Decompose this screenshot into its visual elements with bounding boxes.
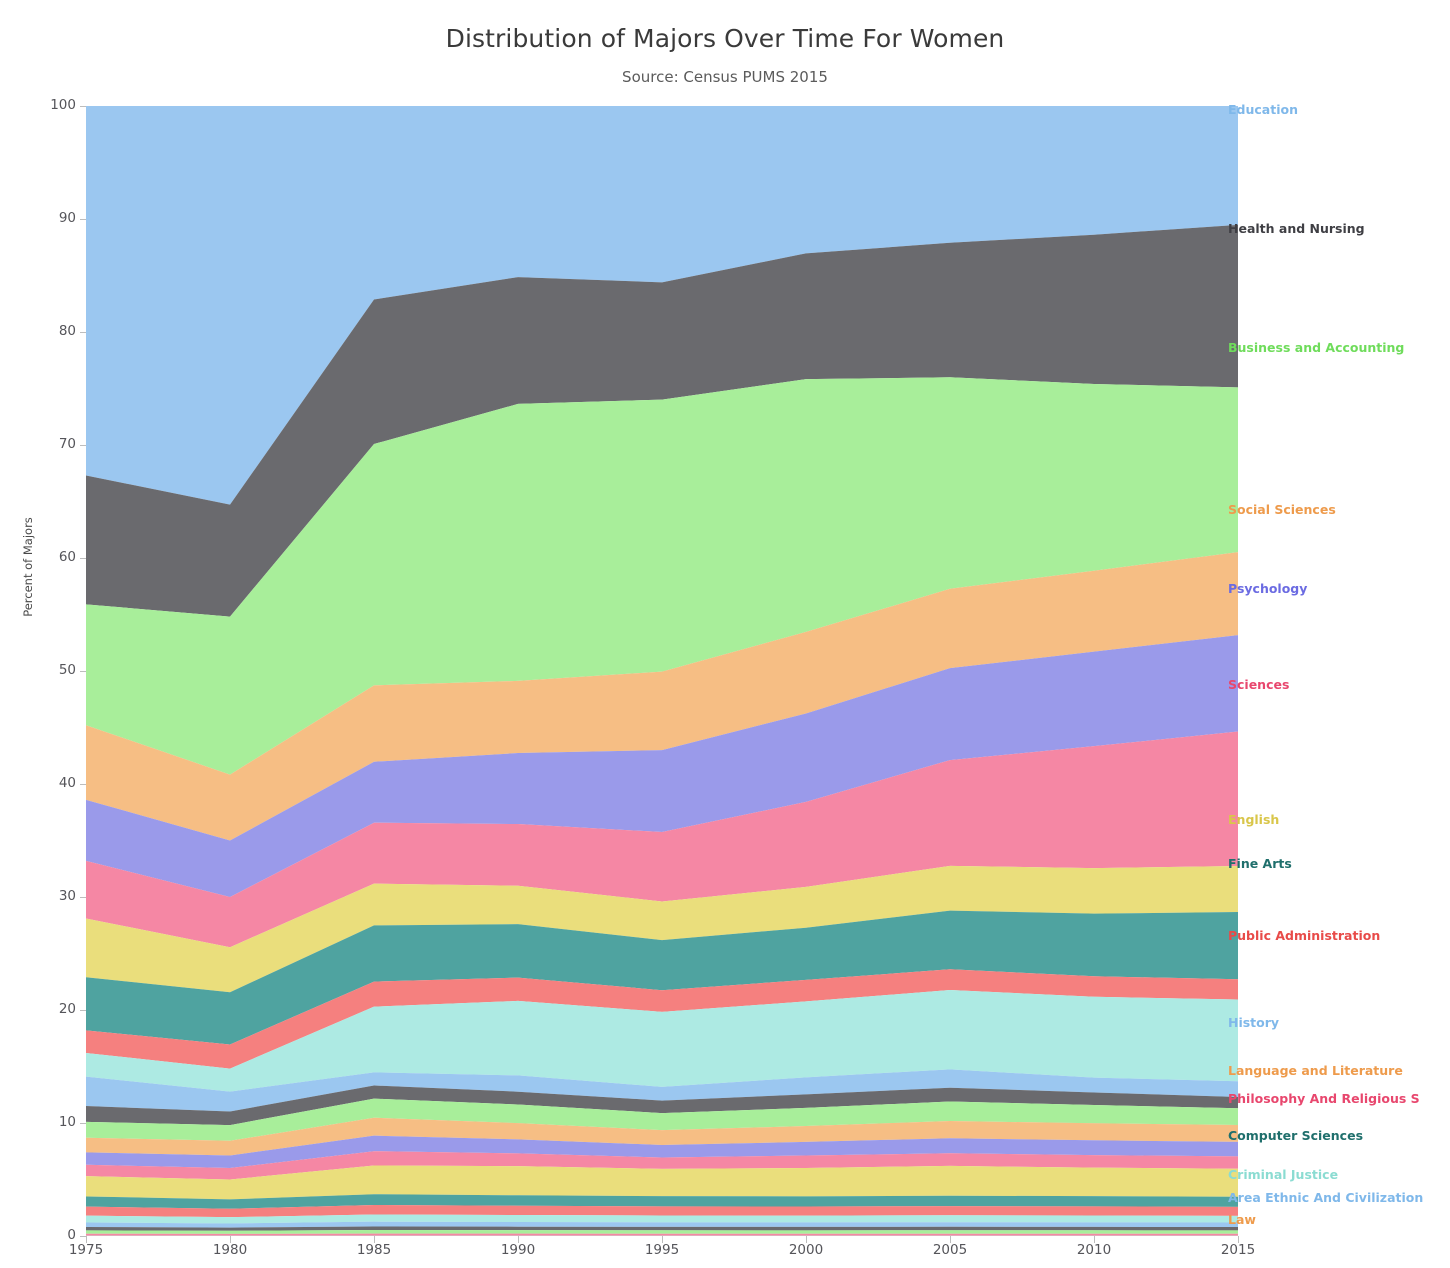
legend-item-business-and-accounting: Business and Accounting: [1228, 340, 1405, 355]
legend-item-social-sciences: Social Sciences: [1228, 502, 1336, 517]
legend-item-sciences: Sciences: [1228, 677, 1290, 692]
x-tick-label: 1995: [644, 1242, 680, 1258]
legend-item-computer-sciences: Computer Sciences: [1228, 1128, 1364, 1143]
y-tick-mark: [80, 445, 86, 446]
y-tick-label: 30: [58, 888, 76, 904]
area-series: [86, 1194, 1238, 1209]
x-tick-label: 2005: [932, 1242, 968, 1258]
area-series: [86, 969, 1238, 1069]
y-tick-mark: [80, 671, 86, 672]
y-tick-label: 50: [58, 662, 76, 678]
y-tick-label: 90: [58, 210, 76, 226]
legend-item-english: English: [1228, 812, 1280, 827]
y-tick-label: 100: [50, 97, 76, 113]
x-tick-mark: [230, 1236, 231, 1243]
y-tick-label: 20: [58, 1001, 76, 1017]
legend-item-health-and-nursing: Health and Nursing: [1228, 221, 1365, 236]
area-series: [86, 1233, 1238, 1236]
y-tick-mark: [80, 1236, 86, 1237]
x-tick-label: 1990: [500, 1242, 536, 1258]
area-series: [86, 1151, 1238, 1180]
x-tick-mark: [950, 1236, 951, 1243]
y-tick-label: 80: [58, 323, 76, 339]
y-tick-label: 40: [58, 775, 76, 791]
area-series: [86, 1230, 1238, 1234]
legend-item-language-and-literature: Language and Literature: [1228, 1063, 1403, 1078]
y-tick-mark: [80, 897, 86, 898]
y-tick-mark: [80, 1010, 86, 1011]
area-series: [86, 910, 1238, 1045]
area-series: [86, 106, 1238, 505]
x-tick-mark: [518, 1236, 519, 1243]
y-axis-title: Percent of Majors: [21, 517, 35, 617]
area-bands: [86, 106, 1238, 1236]
y-tick-mark: [80, 1123, 86, 1124]
area-series: [86, 1069, 1238, 1112]
legend-item-area-ethnic-and-civilization: Area Ethnic And Civilization: [1228, 1190, 1424, 1205]
y-tick-mark: [80, 558, 86, 559]
legend-item-criminal-justice: Criminal Justice: [1228, 1167, 1339, 1182]
x-tick-mark: [662, 1236, 663, 1243]
legend-item-education: Education: [1228, 102, 1298, 117]
legend-item-psychology: Psychology: [1228, 581, 1308, 596]
area-series: [86, 1098, 1238, 1141]
area-series: [86, 377, 1238, 775]
chart-title: Distribution of Majors Over Time For Wom…: [445, 24, 1005, 53]
area-series: [86, 1117, 1238, 1156]
chart-subtitle: Source: Census PUMS 2015: [622, 68, 828, 86]
y-tick-mark: [80, 219, 86, 220]
area-series: [86, 1226, 1238, 1231]
legend-item-philosophy-and-religious-s: Philosophy And Religious S: [1228, 1091, 1420, 1106]
y-tick-label: 60: [58, 549, 76, 565]
area-series: [86, 224, 1238, 617]
area-series: [86, 731, 1238, 948]
x-tick-label: 1985: [356, 1242, 392, 1258]
x-tick-mark: [374, 1236, 375, 1243]
x-tick-label: 1975: [68, 1242, 104, 1258]
area-series: [86, 552, 1238, 841]
area-series: [86, 1085, 1238, 1126]
area-series: [86, 1135, 1238, 1168]
area-series: [86, 635, 1238, 897]
y-tick-label: 70: [58, 436, 76, 452]
area-series: [86, 1165, 1238, 1200]
y-tick-mark: [80, 784, 86, 785]
legend: Education Health and Nursing Business and …: [1222, 96, 1450, 1241]
plot-area: [86, 106, 1238, 1236]
legend-item-public-administration: Public Administration: [1228, 928, 1381, 943]
x-tick-label: 2015: [1220, 1242, 1256, 1258]
legend-item-fine-arts: Fine Arts: [1228, 856, 1292, 871]
area-series: [86, 865, 1238, 993]
y-tick-label: 10: [58, 1114, 76, 1130]
area-series: [86, 1204, 1238, 1218]
y-tick-label: 0: [67, 1227, 76, 1243]
x-tick-mark: [86, 1236, 87, 1243]
x-tick-mark: [1094, 1236, 1095, 1243]
y-tick-mark: [80, 106, 86, 107]
x-tick-label: 2000: [788, 1242, 824, 1258]
stacked-area-svg: [86, 106, 1238, 1236]
area-series: [86, 1214, 1238, 1224]
x-tick-mark: [1238, 1236, 1239, 1243]
y-tick-mark: [80, 332, 86, 333]
legend-item-history: History: [1228, 1015, 1280, 1030]
area-series: [86, 990, 1238, 1092]
x-tick-label: 2010: [1076, 1242, 1112, 1258]
legend-item-law: Law: [1228, 1212, 1256, 1227]
x-tick-label: 1980: [212, 1242, 248, 1258]
x-tick-mark: [806, 1236, 807, 1243]
area-series: [86, 1221, 1238, 1228]
